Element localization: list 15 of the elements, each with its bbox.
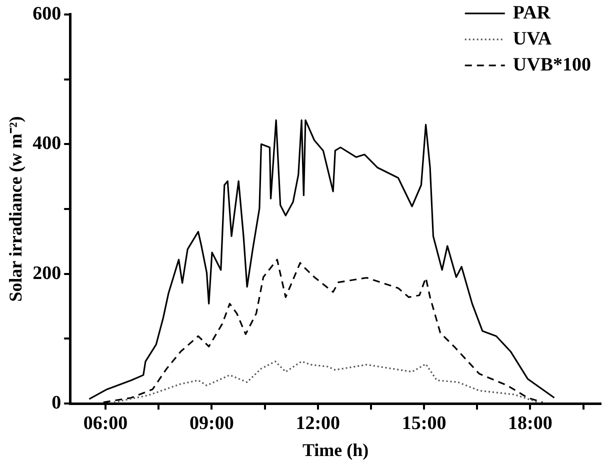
legend-label: UVA [512,28,552,50]
legend-label: UVB*100 [512,54,592,76]
x-axis-title: Time (h) [302,440,369,460]
legend-label: PAR [512,2,551,24]
x-tick-label: 18:00 [508,412,552,434]
y-tick-label: 400 [32,133,62,154]
y-tick-label: 600 [32,3,62,24]
line-series [113,360,540,404]
x-tick-label: 09:00 [190,412,234,434]
x-tick-label: 06:00 [83,412,128,434]
y-tick-label: 200 [32,262,62,284]
x-tick-label: 12:00 [296,412,340,434]
y-axis-title: Solar irradiance (w m⁻²) [5,116,26,302]
y-tick-label: 0 [52,392,62,414]
x-tick-label: 15:00 [402,412,446,434]
